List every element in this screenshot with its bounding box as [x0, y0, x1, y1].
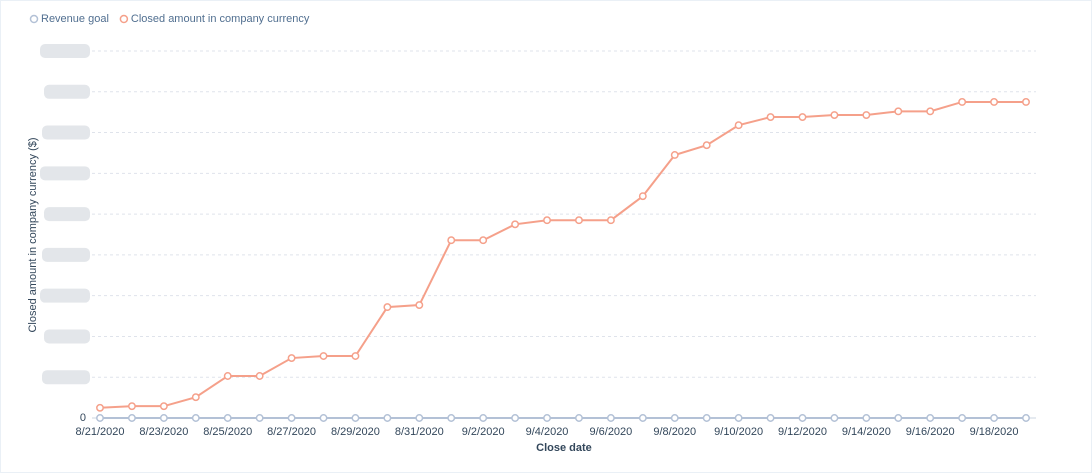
- point: [319, 352, 328, 360]
- blurred-tick-label: [42, 370, 90, 385]
- point: [447, 414, 456, 422]
- point: [798, 414, 807, 422]
- point: [734, 121, 743, 130]
- point: [670, 414, 679, 422]
- x-tick-label: 9/18/2020: [970, 426, 1019, 438]
- point: [606, 216, 615, 225]
- point: [511, 414, 520, 422]
- legend-marker: [119, 14, 129, 24]
- x-tick-label: 9/16/2020: [906, 426, 955, 438]
- point: [990, 98, 999, 106]
- x-tick-label: 8/29/2020: [331, 426, 380, 438]
- y-tick-label: 0: [80, 412, 86, 424]
- y-axis-title: Closed amount in company currency ($): [27, 137, 39, 332]
- blurred-tick-label: [44, 207, 90, 222]
- point: [734, 414, 743, 422]
- point: [223, 372, 232, 380]
- point: [255, 414, 264, 422]
- point: [862, 111, 871, 119]
- point: [511, 220, 520, 229]
- point: [958, 98, 967, 106]
- point: [159, 414, 168, 422]
- point: [223, 414, 232, 422]
- point: [638, 192, 647, 201]
- point: [670, 151, 679, 159]
- point: [351, 414, 360, 422]
- blurred-tick-label: [40, 44, 90, 58]
- point: [191, 393, 200, 402]
- x-tick-label: 9/4/2020: [526, 426, 569, 438]
- point: [926, 414, 935, 422]
- x-tick-label: 8/21/2020: [76, 426, 125, 438]
- point: [862, 414, 871, 422]
- point: [894, 414, 903, 422]
- x-tick-label: 9/8/2020: [653, 426, 696, 438]
- legend-text: Revenue goal: [41, 13, 109, 25]
- point: [1022, 414, 1030, 422]
- point: [479, 236, 488, 245]
- x-tick-label: 9/14/2020: [842, 426, 891, 438]
- point: [447, 236, 456, 245]
- point: [638, 414, 647, 422]
- blurred-tick-label: [40, 288, 90, 303]
- point: [766, 414, 775, 422]
- point: [958, 414, 967, 422]
- x-tick-label: 8/25/2020: [203, 426, 252, 438]
- point: [830, 111, 839, 119]
- point: [606, 414, 615, 422]
- point: [926, 107, 935, 116]
- point: [479, 414, 488, 422]
- point: [287, 414, 296, 422]
- x-tick-label: 8/23/2020: [139, 426, 188, 438]
- point: [894, 107, 903, 116]
- legend-marker: [29, 14, 39, 24]
- point: [415, 414, 424, 422]
- point: [319, 414, 328, 422]
- x-tick-label: 9/2/2020: [462, 426, 505, 438]
- point: [127, 402, 136, 411]
- point: [191, 414, 200, 422]
- point: [383, 414, 392, 422]
- point: [798, 113, 807, 122]
- point: [575, 216, 583, 225]
- legend-text: Closed amount in company currency: [131, 13, 310, 25]
- blurred-tick-label: [42, 125, 90, 140]
- point: [990, 414, 999, 422]
- point: [415, 301, 424, 309]
- point: [702, 141, 711, 150]
- series-line: [99, 100, 1026, 409]
- x-axis-title: Close date: [536, 442, 592, 454]
- x-tick-label: 8/31/2020: [395, 426, 444, 438]
- point: [287, 354, 296, 363]
- point: [159, 402, 168, 411]
- blurred-tick-label: [44, 329, 90, 344]
- point: [766, 113, 775, 122]
- x-tick-label: 9/12/2020: [778, 426, 827, 438]
- blurred-tick-label: [44, 84, 90, 99]
- point: [575, 414, 583, 422]
- point: [830, 414, 839, 422]
- point: [543, 414, 551, 422]
- point: [351, 352, 360, 360]
- x-tick-label: 9/6/2020: [589, 426, 632, 438]
- x-tick-label: 9/10/2020: [714, 426, 763, 438]
- point: [543, 216, 551, 225]
- point: [1022, 98, 1030, 106]
- point: [127, 414, 136, 422]
- point: [96, 414, 104, 422]
- point: [255, 372, 264, 380]
- blurred-tick-label: [42, 247, 90, 262]
- point: [96, 403, 104, 412]
- point: [702, 414, 711, 422]
- x-tick-label: 8/27/2020: [267, 426, 316, 438]
- point: [383, 303, 392, 312]
- blurred-tick-label: [40, 166, 90, 181]
